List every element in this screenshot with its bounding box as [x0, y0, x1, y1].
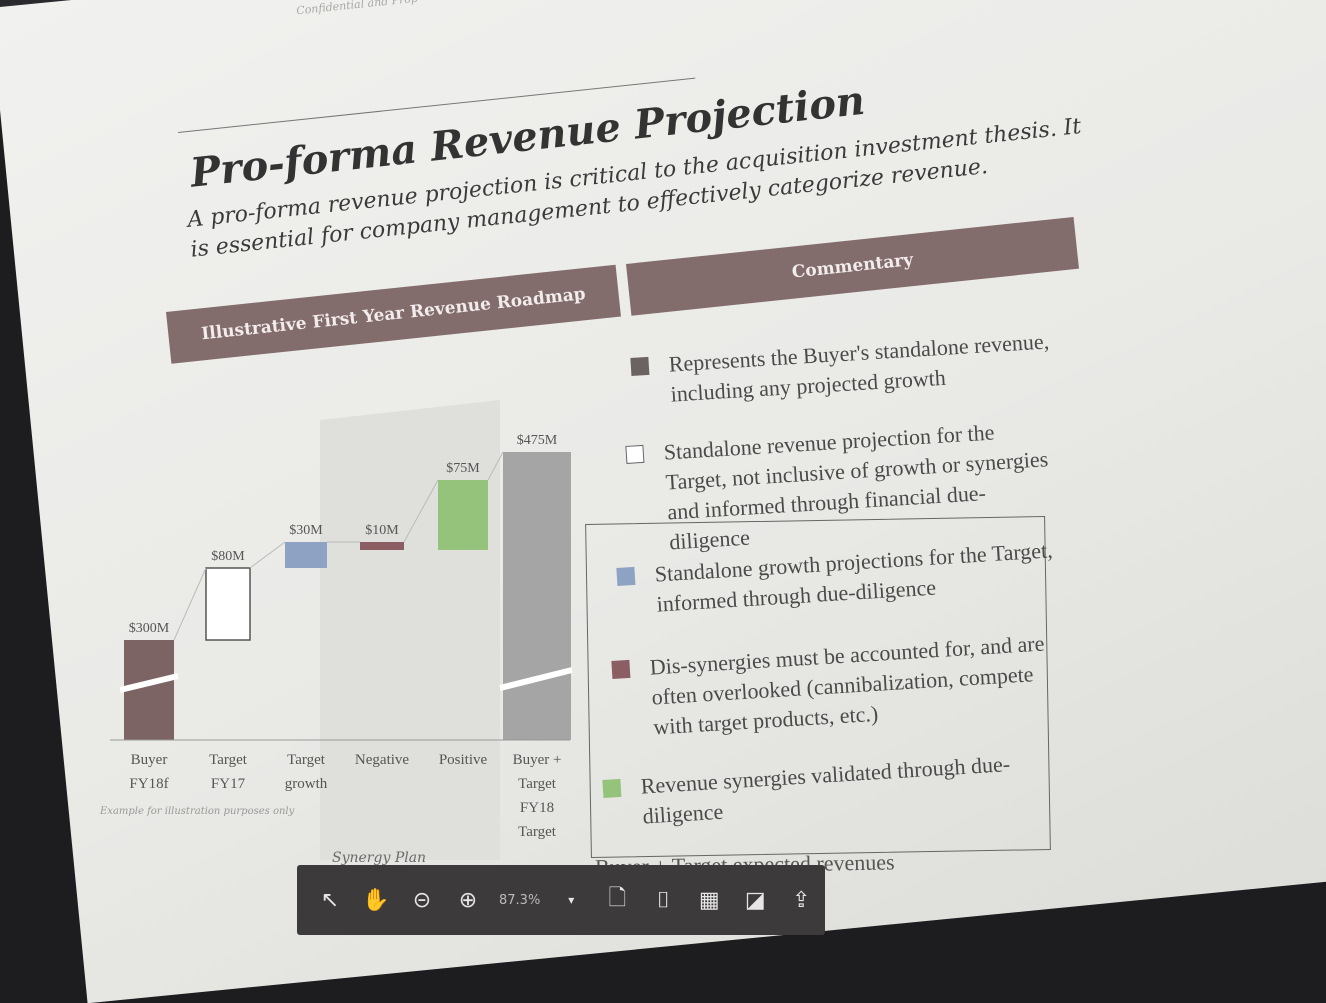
hand-icon[interactable]: ✋ — [362, 887, 390, 913]
zoom-out-icon[interactable]: ⊝ — [412, 887, 432, 913]
value-label-2: $30M — [289, 523, 323, 538]
category-label-5: FY18 — [520, 800, 554, 816]
bar-4 — [438, 480, 488, 550]
upload-icon[interactable]: ⇪ — [792, 887, 811, 913]
legend-text: Standalone revenue projection for the Ta… — [663, 419, 1049, 555]
fullscreen-icon[interactable]: ◪ — [744, 887, 766, 913]
category-label-5: Target — [518, 824, 557, 840]
zoom-level[interactable]: 87.3% — [499, 892, 541, 908]
legend-swatch — [625, 444, 645, 464]
legend-swatch — [616, 566, 636, 586]
bar-2 — [285, 542, 327, 568]
category-label-1: Target — [209, 752, 248, 768]
waterfall-chart: $300M Buyer FY18f $80M Target FY17 $30M Target g… — [110, 400, 573, 860]
zoom-in-icon[interactable]: ⊕ — [458, 887, 478, 913]
footnote: Example for illustration purposes only — [100, 806, 295, 817]
viewer-toolbar: ↖ ✋ ⊝ ⊕ 87.3% ▾ 🗋 ⌷ ▦ ◪ ⇪ — [297, 865, 825, 935]
fit-width-icon[interactable]: ⌷ — [656, 887, 670, 913]
bar-3 — [360, 542, 404, 550]
category-label-0: Buyer — [131, 752, 168, 768]
slide: Confidential and Prop Pro-forma Revenue … — [100, 0, 1082, 880]
synergy-plan-caption: Synergy Plan — [332, 850, 427, 866]
value-label-3: $10M — [365, 523, 399, 538]
chevron-down-icon[interactable]: ▾ — [568, 893, 575, 907]
value-label-4: $75M — [446, 461, 480, 476]
category-label-5: Target — [518, 776, 557, 792]
value-label-0: $300M — [129, 621, 170, 636]
category-label-5: Buyer + — [513, 752, 562, 768]
category-label-4: Positive — [439, 752, 488, 768]
bar-5 — [503, 452, 571, 740]
category-label-0: FY18f — [129, 776, 168, 792]
connector-1 — [249, 541, 286, 569]
connector-4 — [487, 451, 504, 481]
bar-1 — [205, 567, 251, 641]
pointer-icon[interactable]: ↖ — [320, 887, 340, 913]
connector-3 — [403, 479, 439, 543]
page-icon[interactable]: 🗋 — [608, 886, 627, 911]
legend-swatch — [611, 659, 631, 679]
legend-swatch — [602, 778, 622, 798]
category-label-1: FY17 — [211, 776, 246, 792]
connector-0 — [173, 567, 207, 641]
legend-swatch — [630, 356, 650, 376]
category-label-3: Negative — [355, 752, 409, 768]
grid-icon[interactable]: ▦ — [698, 887, 720, 913]
value-label-5: $475M — [517, 433, 558, 448]
category-label-2: Target — [287, 752, 326, 768]
category-label-2: growth — [285, 776, 328, 792]
axis-break-0 — [119, 673, 179, 693]
value-label-1: $80M — [211, 549, 245, 564]
axis-break-1 — [499, 667, 573, 691]
